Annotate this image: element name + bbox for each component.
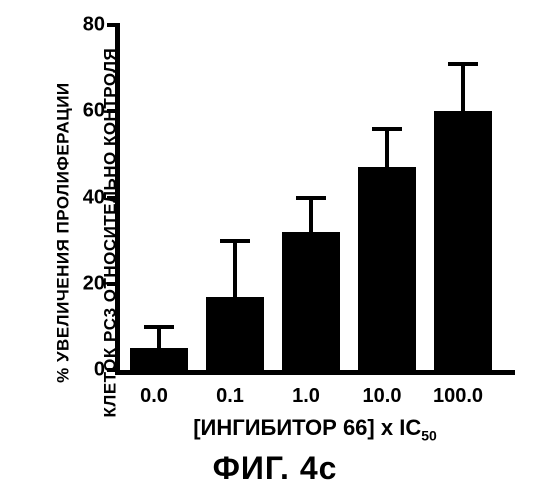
- bar: [282, 232, 340, 370]
- error-bar-stem: [233, 241, 237, 297]
- bar: [358, 167, 416, 370]
- x-tick-label: 1.0: [271, 385, 341, 408]
- figure-caption: ФИГ. 4c: [0, 450, 550, 487]
- error-bar-cap: [144, 325, 174, 329]
- y-tick-label: 60: [60, 100, 105, 123]
- error-bar-cap: [220, 239, 250, 243]
- plot-area: [115, 25, 515, 375]
- y-tick-label: 40: [60, 186, 105, 209]
- x-tick-label: 0.0: [119, 385, 189, 408]
- error-bar-cap: [296, 196, 326, 200]
- error-bar-cap: [372, 127, 402, 131]
- y-tick-label: 0: [60, 359, 105, 382]
- y-tick: [107, 23, 120, 27]
- y-tick: [107, 109, 120, 113]
- y-tick: [107, 196, 120, 200]
- error-bar-stem: [157, 327, 161, 349]
- y-tick: [107, 282, 120, 286]
- x-axis-label: [ИНГИБИТОР 66] x IC50: [115, 415, 515, 443]
- x-tick-label: 10.0: [347, 385, 417, 408]
- x-tick-label: 100.0: [423, 385, 493, 408]
- error-bar-stem: [385, 129, 389, 168]
- x-tick-label: 0.1: [195, 385, 265, 408]
- y-tick-label: 80: [60, 14, 105, 37]
- bar: [434, 111, 492, 370]
- x-axis-label-text: [ИНГИБИТОР 66] x IC: [193, 415, 421, 440]
- y-tick: [107, 368, 120, 372]
- error-bar-stem: [461, 64, 465, 111]
- x-axis-label-sub: 50: [421, 427, 437, 443]
- bar: [206, 297, 264, 370]
- error-bar-stem: [309, 198, 313, 233]
- bar: [130, 348, 188, 370]
- y-axis-label-line1: % УВЕЛИЧЕНИЯ ПРОЛИФЕРАЦИИ: [53, 82, 72, 383]
- error-bar-cap: [448, 62, 478, 66]
- figure-4c: % УВЕЛИЧЕНИЯ ПРОЛИФЕРАЦИИ КЛЕТОК PC3 ОТН…: [0, 0, 550, 500]
- y-tick-label: 20: [60, 272, 105, 295]
